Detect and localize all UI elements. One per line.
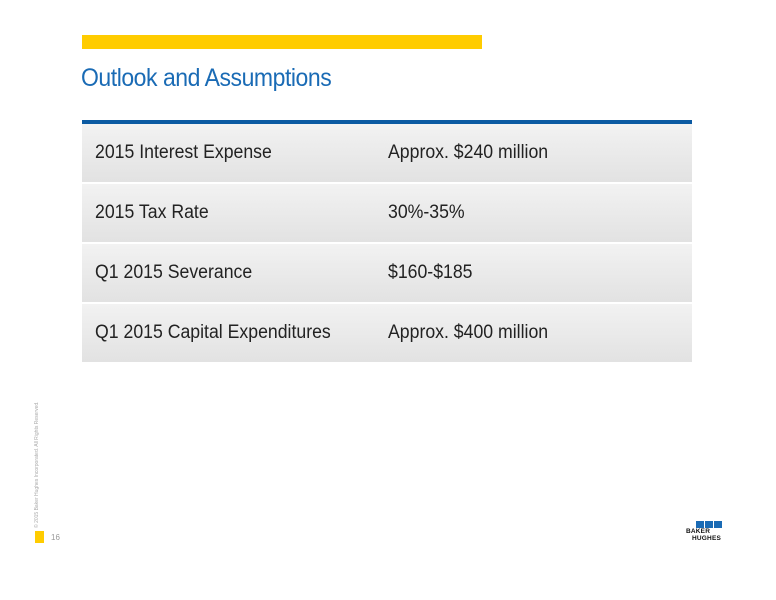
accent-bar [82, 35, 482, 49]
page-number: 16 [51, 533, 60, 542]
row-value: Approx. $240 million [388, 142, 549, 163]
row-label: Q1 2015 Capital Expenditures [95, 322, 331, 343]
table-top-rule [82, 120, 692, 124]
logo-line1: BAKER [686, 528, 711, 535]
row-value: 30%-35% [388, 202, 465, 223]
logo-wordmark: BAKER HUGHES [686, 528, 724, 542]
row-label: 2015 Tax Rate [95, 202, 209, 223]
row-label: 2015 Interest Expense [95, 142, 272, 163]
table-row: 2015 Tax Rate 30%-35% [82, 184, 692, 242]
table-row: Q1 2015 Severance $160-$185 [82, 244, 692, 302]
row-label: Q1 2015 Severance [95, 262, 253, 283]
slide-title: Outlook and Assumptions [81, 64, 332, 92]
logo-line2: HUGHES [692, 534, 722, 542]
copyright-notice: © 2015 Baker Hughes Incorporated. All Ri… [34, 401, 40, 528]
logo-mark-icon [696, 521, 724, 528]
table-row: Q1 2015 Capital Expenditures Approx. $40… [82, 304, 692, 362]
table-row: 2015 Interest Expense Approx. $240 milli… [82, 124, 692, 182]
row-value: Approx. $400 million [388, 322, 549, 343]
row-value: $160-$185 [388, 262, 473, 283]
assumptions-table: 2015 Interest Expense Approx. $240 milli… [82, 120, 692, 362]
page-marker [35, 531, 44, 543]
baker-hughes-logo: BAKER HUGHES [686, 521, 724, 545]
